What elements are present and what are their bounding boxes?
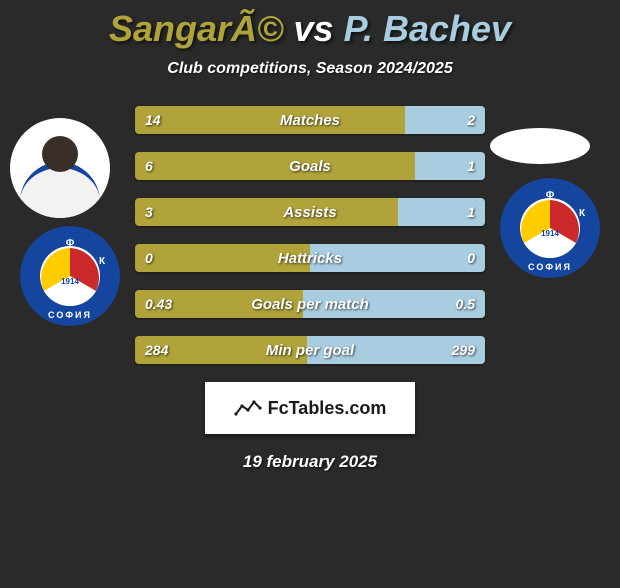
stat-bar: Goals61 [135, 152, 485, 180]
stat-bar: Min per goal284299 [135, 336, 485, 364]
player1-avatar [10, 118, 110, 218]
svg-text:К: К [99, 256, 106, 267]
svg-text:1914: 1914 [61, 277, 79, 286]
svg-text:К: К [579, 208, 586, 219]
stat-bar-left [135, 244, 310, 272]
stat-bar: Hattricks00 [135, 244, 485, 272]
stat-bar-right [415, 152, 485, 180]
svg-text:1914: 1914 [541, 229, 559, 238]
stat-bar-left [135, 198, 398, 226]
stats-bars: Matches142 Goals61 Assists31 Hattricks00 Goa… [135, 106, 485, 364]
stat-bar-right [307, 336, 486, 364]
stat-bar-right [303, 290, 485, 318]
stat-bar-left [135, 152, 415, 180]
svg-text:СОФИЯ: СОФИЯ [48, 310, 92, 320]
stat-bar-right [405, 106, 486, 134]
svg-text:СОФИЯ: СОФИЯ [528, 262, 572, 272]
player1-club-crest: Ф К 1914 СОФИЯ [20, 226, 120, 326]
title-vs: vs [294, 8, 334, 49]
title-player1: SangarÃ© [109, 8, 284, 49]
player2-avatar [490, 128, 590, 164]
subtitle: Club competitions, Season 2024/2025 [0, 60, 620, 78]
stat-bar: Assists31 [135, 198, 485, 226]
brand-text: FcTables.com [268, 398, 387, 419]
brand-badge: FcTables.com [205, 382, 415, 434]
player2-club-crest: Ф К 1914 СОФИЯ [500, 178, 600, 278]
stat-bar: Goals per match0.430.5 [135, 290, 485, 318]
brand-chart-icon [234, 398, 262, 418]
stat-bar-right [398, 198, 486, 226]
title-player2: P. Bachev [344, 8, 511, 49]
stat-bar-left [135, 336, 307, 364]
date-stamp: 19 february 2025 [0, 452, 620, 472]
stat-bar-left [135, 106, 405, 134]
stat-bar-right [310, 244, 485, 272]
page-title: SangarÃ© vs P. Bachev [0, 8, 620, 50]
stat-bar-left [135, 290, 303, 318]
stat-bar: Matches142 [135, 106, 485, 134]
